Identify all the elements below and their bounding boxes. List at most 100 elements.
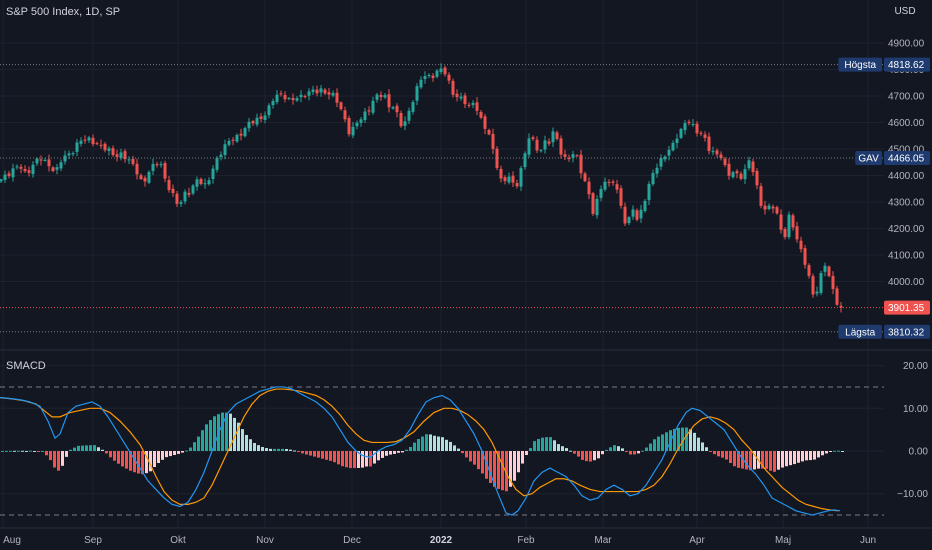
candle-body	[711, 151, 715, 153]
histogram-bar	[785, 451, 788, 467]
candle-body	[3, 174, 7, 180]
candle-body	[175, 193, 179, 204]
histogram-bar	[825, 451, 828, 454]
candle	[47, 154, 51, 172]
price-tick-label: 4500.00	[888, 145, 925, 156]
histogram-bar	[445, 439, 448, 451]
candle-body	[783, 229, 787, 238]
candle-body	[659, 158, 663, 167]
candle-body	[699, 132, 703, 134]
histogram-bar	[521, 451, 524, 464]
histogram-bar	[385, 451, 388, 456]
histogram-bar	[501, 451, 504, 491]
histogram-bar	[537, 438, 540, 451]
histogram-bar	[517, 451, 520, 473]
histogram-bar	[257, 445, 260, 451]
histogram-bar	[137, 451, 140, 474]
candle	[471, 100, 475, 108]
candle	[479, 109, 483, 120]
price-tick-label: 4700.00	[888, 92, 925, 103]
candle	[447, 72, 451, 85]
histogram-bar	[665, 432, 668, 451]
candle-body	[387, 94, 391, 108]
candle-body	[627, 216, 631, 224]
price-marker: 3901.35	[884, 300, 930, 315]
histogram-bar	[481, 451, 484, 474]
marker-label: Lägsta	[845, 327, 875, 338]
candle-body	[507, 176, 511, 183]
histogram-bar	[597, 451, 600, 459]
histogram-bar	[525, 451, 528, 456]
candle	[299, 90, 303, 103]
candle	[815, 286, 819, 297]
candle-body	[91, 137, 95, 145]
candle-body	[63, 155, 67, 162]
candle	[771, 204, 775, 214]
histogram-bar	[57, 451, 60, 471]
candle-body	[819, 273, 823, 293]
histogram-bar	[585, 451, 588, 462]
candle-body	[559, 138, 563, 155]
histogram-bar	[5, 450, 8, 452]
candle-body	[79, 140, 83, 144]
histogram-bar	[485, 451, 488, 479]
candle-body	[823, 265, 827, 272]
histogram-bar	[109, 451, 112, 458]
histogram-bar	[557, 444, 560, 451]
candle	[263, 111, 267, 124]
candle	[427, 73, 431, 79]
candle-body	[223, 144, 227, 155]
candle-body	[111, 148, 115, 155]
candle	[311, 85, 315, 95]
price-tick-label: 4600.00	[888, 118, 925, 129]
candle	[527, 133, 531, 158]
histogram-bar	[569, 450, 572, 452]
candle	[599, 185, 603, 202]
candle-body	[439, 68, 443, 73]
candle-body	[331, 93, 335, 96]
candle-body	[643, 200, 647, 211]
candle-body	[583, 173, 587, 182]
candle-body	[803, 248, 807, 265]
histogram-bar	[297, 451, 300, 453]
histogram-bar	[253, 442, 256, 451]
candle	[679, 127, 683, 139]
candle	[451, 78, 455, 98]
candle-body	[427, 74, 431, 76]
histogram-bar	[769, 451, 772, 471]
histogram-bar	[505, 451, 508, 492]
candle	[419, 76, 423, 90]
histogram-bar	[341, 451, 344, 467]
candle	[623, 202, 627, 227]
histogram-bar	[157, 451, 160, 464]
indicator-tick-label: −10.00	[897, 489, 928, 500]
time-tick-label: Dec	[343, 535, 361, 546]
candle-body	[487, 129, 491, 135]
time-tick-label: Jun	[860, 535, 876, 546]
histogram-bar	[237, 422, 240, 451]
candle-body	[315, 89, 319, 94]
candle	[795, 221, 799, 243]
candle-body	[515, 182, 519, 187]
candle	[611, 179, 615, 186]
candle	[171, 184, 175, 197]
histogram-bar	[773, 451, 776, 472]
histogram-bar	[461, 451, 464, 454]
candle-body	[839, 305, 843, 308]
candle	[191, 183, 195, 196]
histogram-bar	[789, 451, 792, 466]
marker-value-bg	[884, 57, 930, 72]
histogram-bar	[817, 451, 820, 458]
histogram-bar	[85, 445, 88, 451]
candle-body	[87, 137, 91, 141]
candle	[703, 131, 707, 142]
histogram-bar	[705, 447, 708, 451]
candle-body	[591, 193, 595, 214]
candle-body	[587, 181, 591, 195]
histogram-bar	[657, 436, 660, 451]
histogram-bar	[601, 451, 604, 455]
candle	[579, 149, 583, 179]
candle-body	[139, 175, 143, 180]
candle	[631, 205, 635, 220]
